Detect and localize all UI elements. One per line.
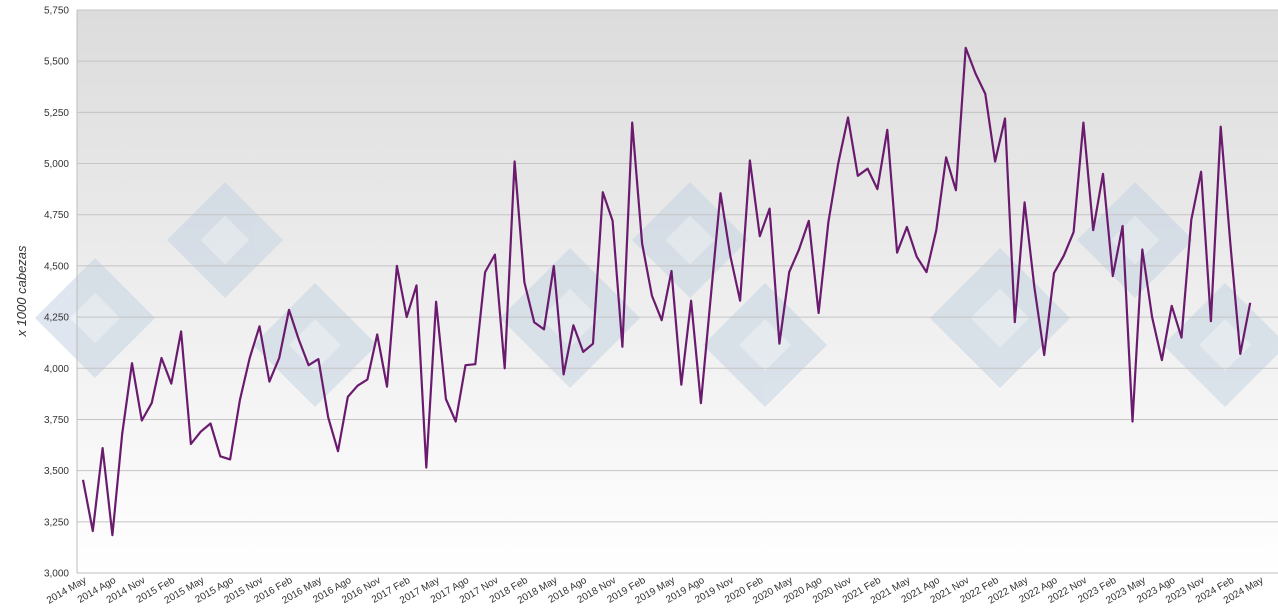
y-tick-label: 3,000 [44, 569, 69, 580]
watermark-diamond [167, 182, 283, 298]
y-tick-label: 4,250 [44, 313, 69, 324]
watermark-logo [35, 182, 1278, 407]
plot-background [77, 10, 1278, 573]
y-tick-label: 3,750 [44, 415, 69, 426]
watermark-diamond [703, 283, 827, 407]
y-tick-label: 5,250 [44, 108, 69, 119]
y-tick-label: 4,750 [44, 210, 69, 221]
watermark-diamond [500, 248, 640, 388]
y-tick-label: 5,000 [44, 159, 69, 170]
y-axis: 3,000 3,250 3,500 3,750 4,000 4,250 4,500 4,750… [44, 6, 1278, 580]
y-tick-label: 5,750 [44, 6, 69, 17]
y-tick-label: 4,000 [44, 364, 69, 375]
y-axis-label: x 1000 cabezas [14, 245, 29, 338]
series-line [81, 46, 1252, 537]
watermark-diamond [253, 283, 377, 407]
y-tick-label: 3,500 [44, 466, 69, 477]
watermark-diamond [35, 258, 155, 378]
y-tick-label: 3,250 [44, 517, 69, 528]
y-tick-label: 5,500 [44, 57, 69, 68]
watermark-diamond [1163, 283, 1278, 407]
y-tick-label: 4,500 [44, 261, 69, 272]
